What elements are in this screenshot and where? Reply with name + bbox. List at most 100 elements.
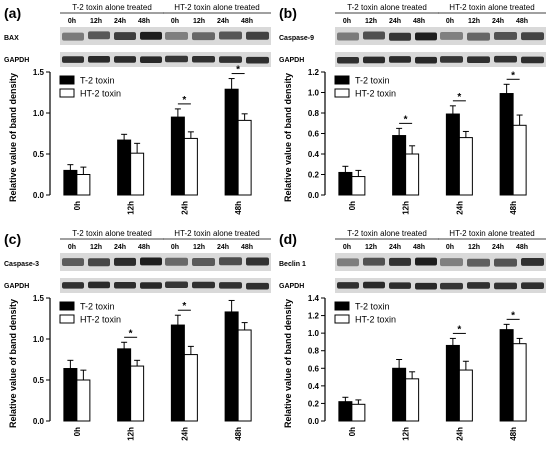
bar-ht2-24h: [183, 137, 198, 196]
y-tick-label-0.4: 0.4: [308, 150, 320, 159]
bar-ht2-48h: [512, 343, 527, 422]
legend-swatch-ht2: [59, 314, 75, 324]
blot-time-ht2-0h: 0h: [171, 18, 179, 25]
bar-ht2-0h: [351, 176, 366, 196]
blot-target-t2-band-3: [415, 257, 437, 266]
legend-label-ht2: HT-2 toxin: [355, 89, 396, 99]
blot-time-ht2-24h: 24h: [492, 18, 504, 25]
blot-target-ht2-band-2: [219, 31, 242, 40]
group-label-t2: T-2 toxin alone treated: [72, 3, 152, 12]
bar-ht2-12h: [405, 153, 420, 196]
blot-time-t2-24h: 24h: [389, 18, 401, 25]
blot-time-ht2-12h: 12h: [468, 244, 480, 251]
blot-time-ht2-0h: 0h: [446, 18, 454, 25]
bar-ht2-24h: [183, 354, 198, 422]
sig-star-24h: *: [182, 95, 186, 106]
blot-target-t2-bg: [60, 27, 164, 45]
y-tick-label-0.8: 0.8: [308, 347, 320, 356]
blot-target-ht2-bg: [438, 27, 546, 45]
blot-gapdh-ht2-bg: [163, 52, 271, 67]
blot-gapdh-t2-band-0: [62, 282, 84, 289]
blot-gapdh-t2-bg: [60, 52, 164, 67]
sig-star-48h: *: [511, 70, 515, 81]
blot-time-t2-48h: 48h: [138, 18, 150, 25]
panel-letter: (c): [4, 231, 21, 247]
blot-target-t2-band-0: [62, 32, 84, 41]
blot-time-t2-0h: 0h: [68, 18, 76, 25]
blot-time-t2-0h: 0h: [68, 244, 76, 251]
blot-target-t2: [335, 27, 439, 45]
blot-gapdh-t2-band-2: [389, 282, 411, 289]
blot-target-t2: [335, 253, 439, 271]
blot-gapdh-ht2: [163, 52, 271, 67]
bar-ht2-0h: [76, 379, 91, 422]
x-tick-label-48h: 48h: [234, 427, 243, 441]
gapdh-label: GAPDH: [279, 283, 304, 290]
x-tick-label-24h: 24h: [455, 201, 464, 215]
blot-target-ht2-band-0: [440, 258, 463, 267]
blot-time-ht2-0h: 0h: [171, 244, 179, 251]
legend-label-t2: T-2 toxin: [80, 302, 115, 312]
x-tick-label-12h: 12h: [127, 201, 136, 215]
bar-t2-0h: [338, 171, 353, 196]
group-label-t2: T-2 toxin alone treated: [347, 229, 427, 238]
blot-time-ht2-12h: 12h: [193, 18, 205, 25]
y-tick-label-1.0: 1.0: [308, 89, 320, 98]
blot-target-ht2-band-2: [494, 258, 517, 267]
blot-time-t2-0h: 0h: [343, 244, 351, 251]
x-tick-label-24h: 24h: [180, 201, 189, 215]
blot-target-t2-band-2: [389, 257, 411, 266]
blot-time-ht2-48h: 48h: [516, 244, 528, 251]
legend-label-ht2: HT-2 toxin: [355, 315, 396, 325]
protein-label: Caspase-3: [4, 261, 39, 268]
sig-star-12h: *: [129, 328, 133, 339]
blot-target-ht2-band-3: [246, 257, 269, 266]
bar-t2-12h: [117, 139, 132, 196]
sig-star-12h: *: [404, 114, 408, 125]
legend-swatch-t2: [59, 75, 75, 85]
group-label-ht2: HT-2 toxin alone treated: [449, 3, 534, 12]
y-tick-label-1.0: 1.0: [308, 329, 320, 338]
bar-t2-24h: [170, 116, 185, 196]
blot-target-t2-band-3: [140, 31, 162, 40]
blot-target-t2-band-3: [415, 32, 437, 41]
y-axis-label: Relative value of band density: [8, 73, 18, 202]
blot-gapdh-ht2-band-1: [467, 56, 490, 64]
bar-t2-12h: [392, 135, 407, 196]
bar-t2-48h: [499, 329, 514, 422]
bar-ht2-12h: [130, 365, 145, 422]
y-tick-label-0.4: 0.4: [308, 382, 320, 391]
group-label-ht2: HT-2 toxin alone treated: [449, 229, 534, 238]
blot-target-ht2-band-3: [246, 31, 269, 40]
panel-b: (b) T-2 toxin alone treated HT-2 toxin alo…: [275, 0, 550, 225]
panel-d: (d) T-2 toxin alone treated HT-2 toxin alo…: [275, 226, 550, 451]
blot-gapdh-t2-band-2: [114, 281, 136, 289]
protein-label: Beclin 1: [279, 261, 306, 268]
blot-gapdh-ht2-band-0: [440, 56, 463, 63]
blot-target-t2-band-1: [88, 258, 110, 267]
blot-target-t2-band-1: [363, 31, 385, 40]
sig-star-24h: *: [457, 324, 461, 335]
y-tick-label-0.6: 0.6: [308, 130, 320, 139]
blot-target-t2-band-2: [114, 257, 136, 266]
blot-target-ht2: [438, 253, 546, 271]
x-tick-label-0h: 0h: [348, 201, 357, 210]
bar-ht2-48h: [237, 329, 252, 422]
y-tick-label-0.2: 0.2: [308, 399, 320, 408]
blot-target-t2-band-1: [363, 257, 385, 266]
group-label-ht2: HT-2 toxin alone treated: [174, 3, 259, 12]
blot-gapdh-ht2-band-0: [440, 282, 463, 290]
x-tick-label-0h: 0h: [348, 427, 357, 436]
chart-c: (c) T-2 toxin alone treated HT-2 toxin alo…: [4, 229, 271, 441]
y-tick-label-1.2: 1.2: [308, 68, 320, 77]
blot-gapdh-t2-band-1: [88, 281, 110, 289]
blot-gapdh-ht2-band-3: [521, 282, 544, 289]
blot-gapdh-t2-band-3: [140, 282, 162, 289]
legend-label-t2: T-2 toxin: [80, 76, 115, 86]
legend-label-t2: T-2 toxin: [355, 302, 390, 312]
blot-target-ht2-band-3: [521, 257, 544, 266]
bar-ht2-24h: [458, 369, 473, 422]
y-tick-label-0.2: 0.2: [308, 171, 320, 180]
blot-time-ht2-12h: 12h: [193, 244, 205, 251]
bar-t2-48h: [224, 311, 239, 422]
